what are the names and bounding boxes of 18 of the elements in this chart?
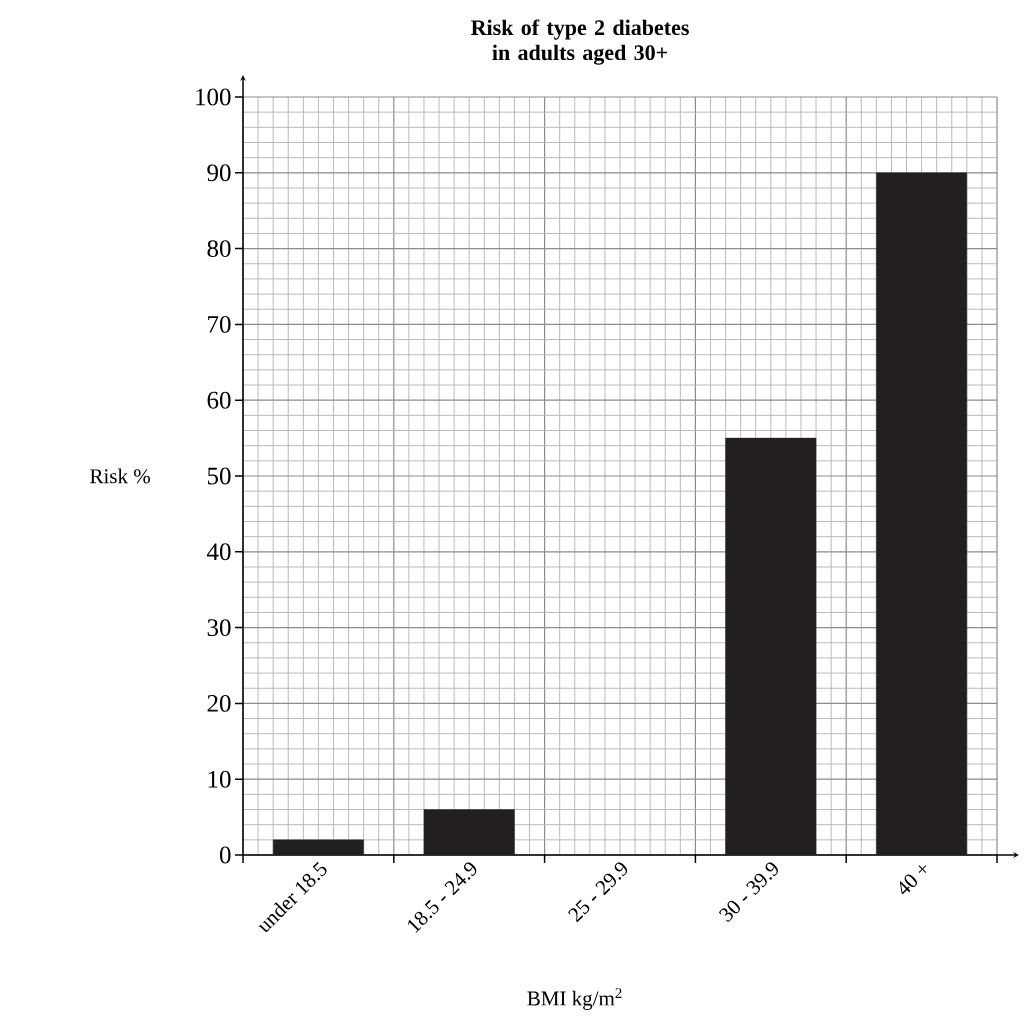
chart-title: Risk of type 2 diabetes in adults aged 30+ <box>471 19 689 65</box>
y-tick-label: 20 <box>207 694 231 712</box>
y-tick-label: 60 <box>207 391 231 409</box>
y-tick-label: 0 <box>219 846 231 864</box>
y-tick-label: 30 <box>207 619 231 637</box>
y-tick-label: 80 <box>207 240 231 258</box>
y-tick-label: 50 <box>207 467 231 485</box>
y-tick-label: 40 <box>207 543 231 561</box>
y-tick-label: 90 <box>207 164 231 182</box>
y-axis-title: Risk % <box>90 468 150 484</box>
x-axis-title: BMI kg/m$^{2}$ <box>527 988 622 1010</box>
x-tick-label: 40 + <box>899 865 927 895</box>
x-tick-label: 25 - 29.9 <box>568 862 628 923</box>
x-tick-label: 18.5 - 24.9 <box>407 862 477 933</box>
x-tick-label: 30 - 39.9 <box>718 862 778 923</box>
y-tick-label: 10 <box>208 770 231 788</box>
y-tick-label: 70 <box>208 315 231 333</box>
y-tick-label: 100 <box>196 88 231 106</box>
